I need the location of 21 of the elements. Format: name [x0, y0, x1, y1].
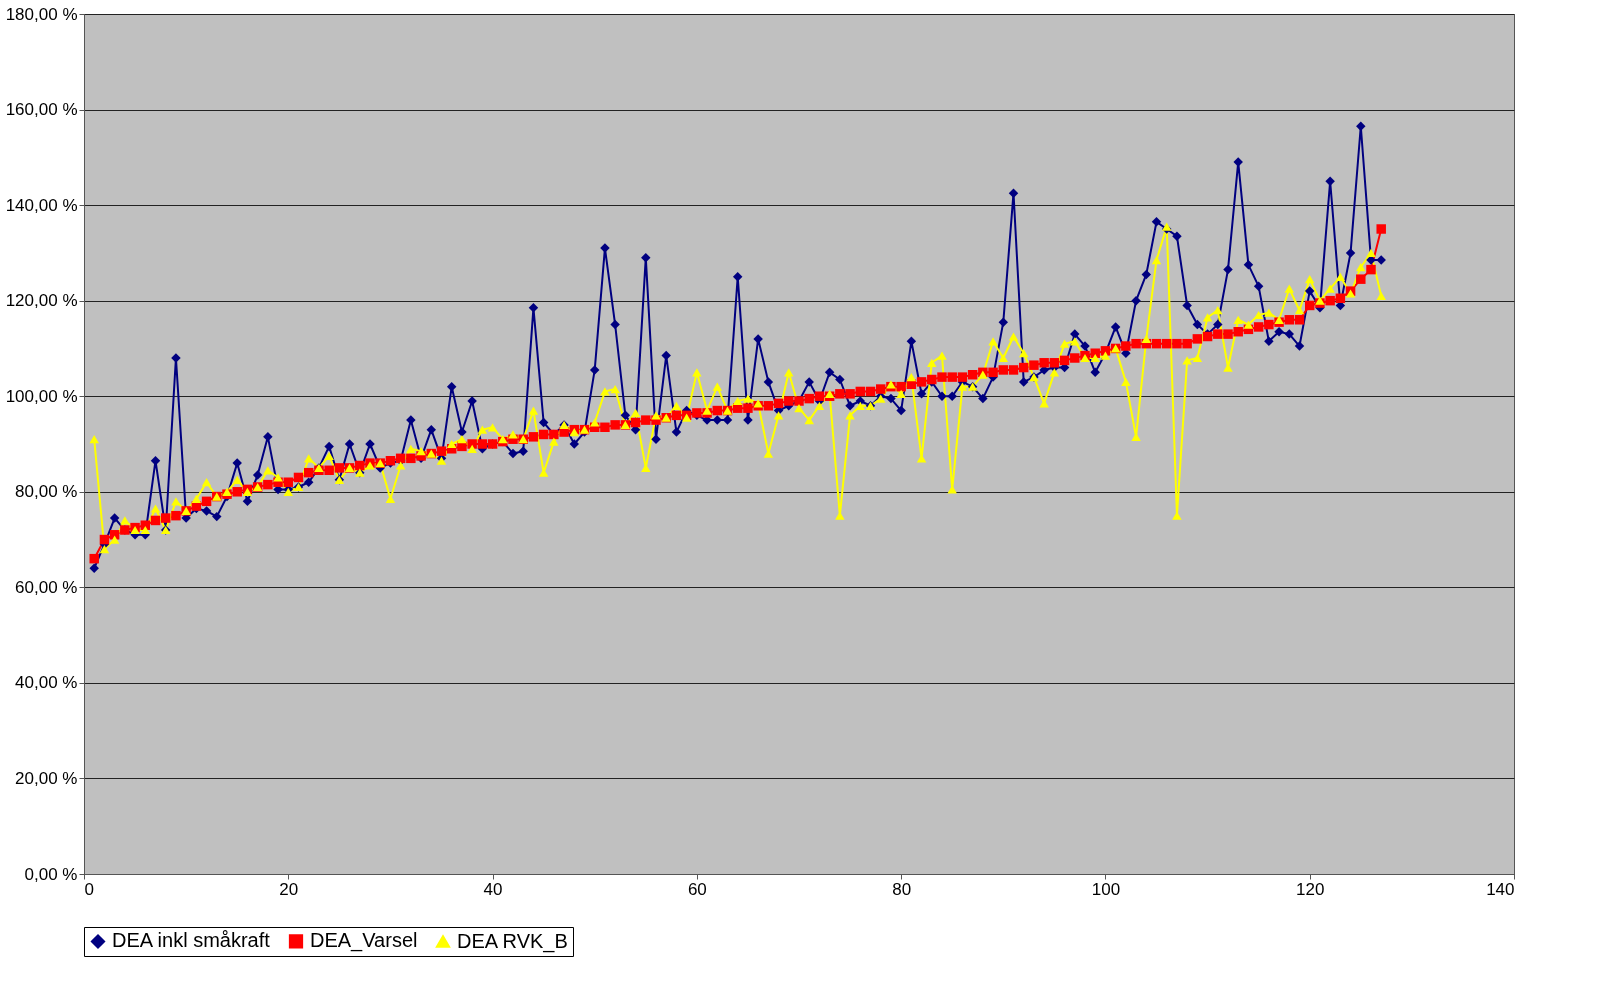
- x-tick-label: 20: [279, 879, 299, 899]
- x-tick-label: 120: [1296, 879, 1325, 899]
- y-tick-label: 100,00 %: [5, 386, 78, 406]
- y-tick-label: 120,00 %: [5, 291, 78, 311]
- x-tick-label: 80: [892, 879, 912, 899]
- x-tick-label: 0: [84, 879, 94, 899]
- y-tick-label: 180,00 %: [5, 4, 78, 24]
- y-tick-label: 40,00 %: [15, 673, 78, 693]
- y-tick-label: 160,00 %: [5, 100, 78, 120]
- y-tick-label: 80,00 %: [15, 482, 78, 502]
- legend-label: DEA_Varsel: [310, 929, 418, 953]
- y-tick-label: 0,00 %: [24, 864, 78, 884]
- x-tick-label: 100: [1091, 879, 1121, 899]
- y-tick-label: 20,00 %: [15, 768, 78, 788]
- x-tick-label: 60: [687, 879, 707, 899]
- y-tick-label: 60,00 %: [15, 577, 78, 597]
- y-tick-label: 140,00 %: [5, 195, 78, 215]
- x-tick-label: 40: [483, 879, 503, 899]
- x-tick-label: 140: [1486, 879, 1515, 899]
- legend-label: DEA inkl småkraft: [112, 929, 271, 952]
- legend-label: DEA RVK_B: [457, 929, 568, 953]
